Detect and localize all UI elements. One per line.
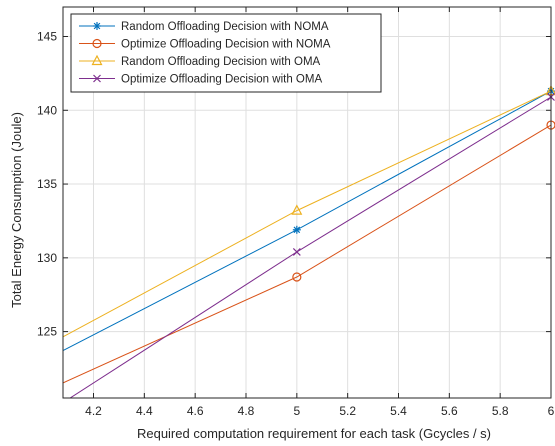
series-line-2 (63, 124, 551, 384)
x-tick-label: 4.4 (136, 404, 153, 418)
legend-entry-1: Random Offloading Decision with NOMA (79, 21, 329, 33)
y-tick-label: 140 (37, 103, 57, 117)
x-tick-label: 4.8 (238, 404, 255, 418)
y-tick-label: 130 (37, 251, 57, 265)
legend-entry-3: Random Offloading Decision with OMA (79, 54, 321, 68)
x-tick-label: 5 (293, 404, 300, 418)
series-4-point (292, 248, 301, 256)
y-tick-label: 135 (37, 177, 57, 191)
x-tick-label: 5.4 (390, 404, 407, 418)
axes-box (62, 6, 552, 399)
x-tick-label: 6 (548, 404, 555, 418)
series-line-3 (63, 90, 551, 338)
y-tick-label: 125 (37, 325, 57, 339)
legend-3-point (91, 54, 103, 66)
x-tick-label: 4.2 (85, 404, 102, 418)
y-axis-label: Total Energy Consumption (Joule) (9, 112, 24, 308)
legend-box (70, 13, 382, 93)
legend-label: Optimize Offloading Decision with OMA (121, 74, 322, 86)
legend-4-point (93, 74, 101, 83)
x-tick-label: 5.6 (441, 404, 458, 418)
x-tick-label: 5.2 (339, 404, 356, 418)
y-tick-label: 145 (37, 30, 57, 44)
tick-labels: 4.2 4.4 4.6 4.8 5 5.2 5.4 5.6 5.8 6 125 130 135 140 14… (37, 30, 555, 418)
series-layer (63, 84, 555, 398)
legend-label: Random Offloading Decision with NOMA (121, 21, 329, 33)
legend-label: Optimize Offloading Decision with NOMA (121, 39, 331, 51)
series-1-point (292, 225, 301, 234)
legend-1-point (93, 22, 101, 30)
x-tick-label: 4.6 (187, 404, 204, 418)
x-tick-label: 5.8 (492, 404, 509, 418)
series-3-point (291, 204, 303, 215)
axes (62, 6, 552, 399)
legend-2-point (92, 38, 102, 49)
legend-entry-2: Optimize Offloading Decision with NOMA (79, 39, 331, 51)
x-axis-label: Required computation requirement for eac… (137, 426, 491, 441)
legend: Random Offloading Decision with NOMA Opti… (70, 13, 382, 93)
legend-entry-4: Optimize Offloading Decision with OMA (79, 74, 322, 86)
legend-label: Random Offloading Decision with OMA (121, 56, 321, 68)
series-2-point (292, 272, 302, 282)
